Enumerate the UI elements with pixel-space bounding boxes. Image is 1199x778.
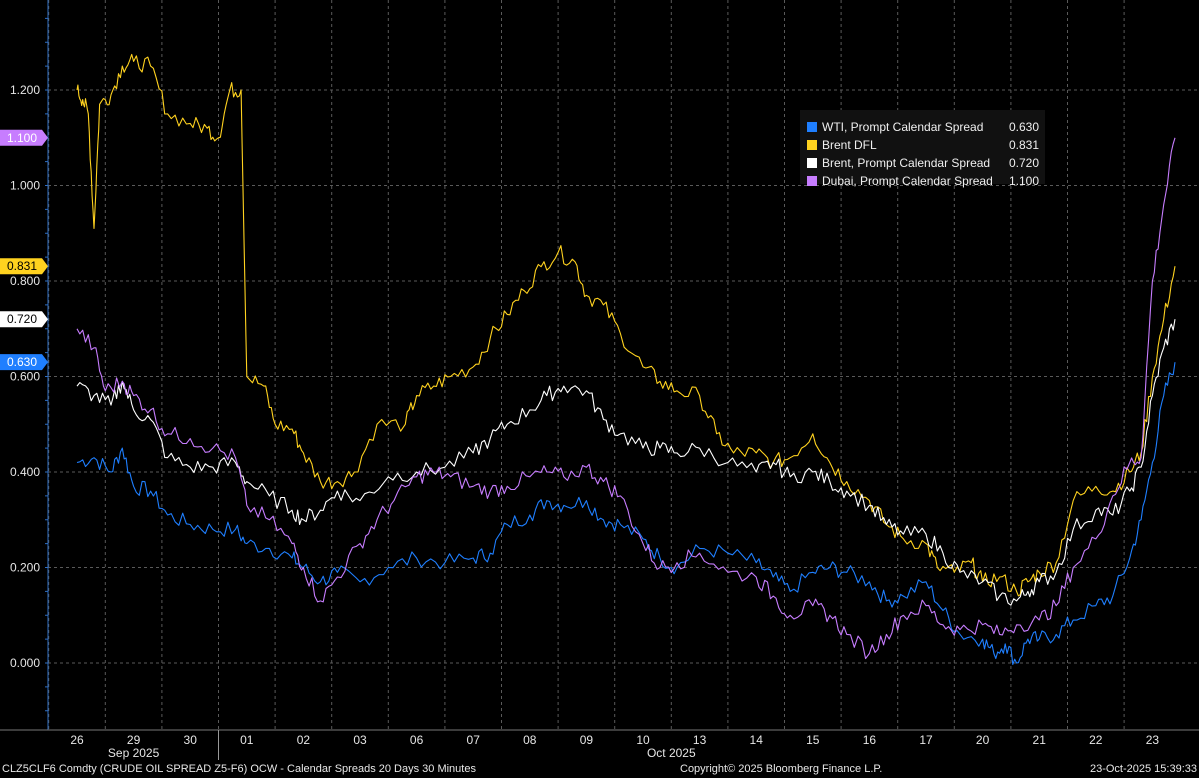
y-tick-label: 1.000: [10, 179, 40, 193]
x-tick-label: 15: [806, 733, 820, 747]
last-value-tag-shape: [0, 258, 48, 275]
x-month-label: Oct 2025: [647, 746, 696, 760]
legend-value-wti: 0.630: [1008, 120, 1039, 134]
y-tick-label: 0.600: [10, 370, 40, 384]
legend-swatch-wti: [807, 122, 817, 132]
footer-bar: CLZ5CLF6 Comdty (CRUDE OIL SPREAD Z5-F6)…: [0, 762, 1199, 778]
series-line-brent-dfl: [76, 53, 1176, 597]
legend-value-brent-dfl: 0.831: [1008, 138, 1039, 152]
legend-label-dubai: Dubai, Prompt Calendar Spread: [822, 174, 993, 188]
x-tick-label: 30: [184, 733, 198, 747]
x-tick-label: 22: [1089, 733, 1103, 747]
footer-timestamp: 23-Oct-2025 15:39:33: [1089, 763, 1197, 775]
x-tick-label: 02: [297, 733, 311, 747]
last-value-tag-brent-dfl: 0.831: [0, 258, 48, 275]
footer-security-description: CLZ5CLF6 Comdty (CRUDE OIL SPREAD Z5-F6)…: [2, 763, 476, 775]
x-tick-label: 23: [1146, 733, 1160, 747]
last-value-tag-brent-spread: 0.720: [0, 311, 48, 328]
chart-area: 1.200 1.000 0.800 0.600 0.400 0.200 0.000 26 29 3…: [0, 0, 1199, 760]
legend-item-wti: WTI, Prompt Calendar Spread 0.630: [800, 119, 1045, 135]
x-tick-label: 09: [580, 733, 594, 747]
y-tick-label: 0.400: [10, 465, 40, 479]
legend-label-brent-spread: Brent, Prompt Calendar Spread: [822, 156, 991, 170]
series-line-dubai: [76, 137, 1176, 660]
x-tick-label: 26: [70, 733, 84, 747]
last-value-tag-shape: [0, 354, 48, 371]
last-value-tag-wti: 0.630: [0, 354, 48, 371]
x-tick-label: 20: [976, 733, 990, 747]
legend-value-dubai: 1.100: [1008, 174, 1039, 188]
x-tick-label: 01: [240, 733, 254, 747]
last-value-tag-label: 0.720: [7, 312, 37, 326]
x-tick-label: 03: [353, 733, 367, 747]
last-value-tag-label: 1.100: [7, 131, 37, 145]
y-tick-label: 0.200: [10, 561, 40, 575]
x-tick-label: 21: [1033, 733, 1047, 747]
y-tick-label: 1.200: [10, 83, 40, 97]
x-month-label: Sep 2025: [108, 746, 160, 760]
footer-copyright: Copyright© 2025 Bloomberg Finance L.P.: [680, 763, 883, 775]
legend-item-brent-dfl: Brent DFL 0.831: [800, 137, 1045, 153]
legend-swatch-dubai: [807, 176, 817, 186]
legend-swatch-brent-spread: [807, 158, 817, 168]
legend-item-brent-spread: Brent, Prompt Calendar Spread 0.720: [800, 155, 1045, 171]
last-value-tag-label: 0.831: [7, 259, 37, 273]
x-tick-label: 08: [523, 733, 537, 747]
x-tick-label: 29: [127, 733, 141, 747]
x-tick-label: 10: [636, 733, 650, 747]
last-value-tag-label: 0.630: [7, 355, 37, 369]
legend-label-brent-dfl: Brent DFL: [822, 138, 877, 152]
legend-swatch-brent-dfl: [807, 140, 817, 150]
x-tick-label: 07: [467, 733, 481, 747]
chart-legend: WTI, Prompt Calendar Spread 0.630 Brent …: [800, 110, 1045, 188]
last-value-tag-shape: [0, 129, 48, 146]
x-tick-label: 16: [863, 733, 877, 747]
legend-value-brent-spread: 0.720: [1008, 156, 1039, 170]
x-tick-label: 06: [410, 733, 424, 747]
x-tick-label: 14: [750, 733, 764, 747]
y-tick-label: 0.800: [10, 274, 40, 288]
legend-item-dubai: Dubai, Prompt Calendar Spread 1.100: [800, 173, 1045, 189]
x-tick-label: 17: [919, 733, 933, 747]
last-value-tag-shape: [0, 311, 48, 328]
x-tick-label: 13: [693, 733, 707, 747]
y-tick-label: 0.000: [10, 656, 40, 670]
series-line-wti: [76, 362, 1176, 666]
legend-label-wti: WTI, Prompt Calendar Spread: [822, 120, 984, 134]
series-line-brent-spread: [76, 319, 1176, 606]
last-value-tag-dubai: 1.100: [0, 129, 48, 146]
